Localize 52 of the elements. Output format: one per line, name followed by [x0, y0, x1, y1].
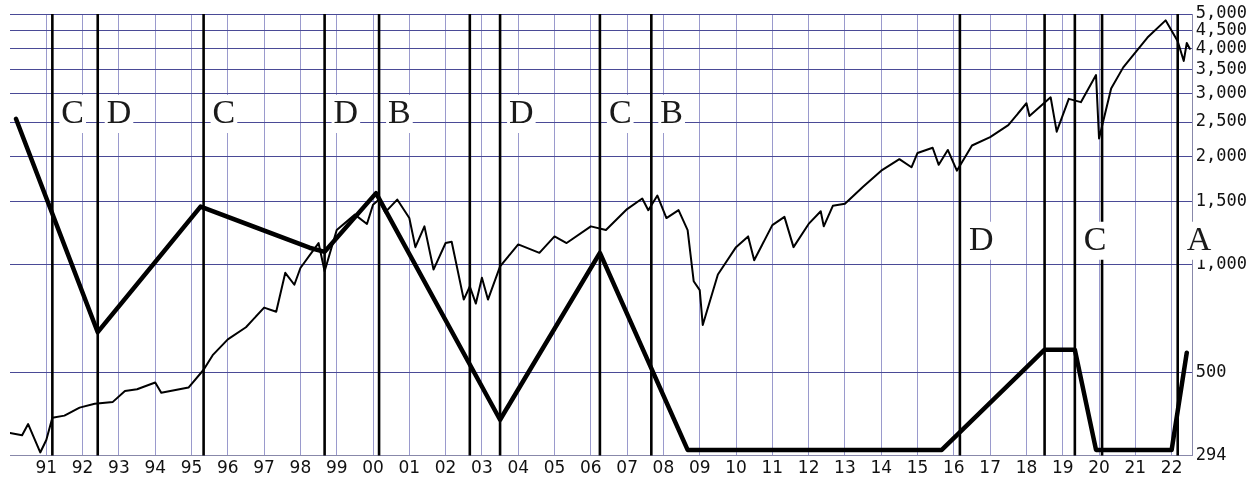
ref-line-label: D: [333, 92, 359, 130]
x-tick-label: 16: [943, 457, 965, 478]
y-tick-label: 1,500: [1195, 190, 1248, 211]
x-tick-label: 93: [108, 457, 130, 478]
x-tick-label: 05: [543, 457, 566, 478]
x-tick-label: 99: [325, 457, 348, 478]
x-tick-label: 04: [507, 457, 530, 478]
x-tick-label: 08: [652, 457, 675, 478]
x-tick-label: 06: [580, 457, 602, 478]
ref-line-label: A: [1186, 219, 1212, 257]
y-tick-label: 3,000: [1195, 82, 1248, 103]
x-tick-label: 10: [725, 457, 747, 478]
x-tick-label: 94: [144, 457, 167, 478]
y-tick-label: 2,000: [1195, 145, 1248, 166]
x-tick-label: 02: [434, 457, 457, 478]
ref-line-label: B: [388, 92, 411, 130]
ref-line-label: C: [1083, 219, 1107, 257]
x-tick-label: 07: [616, 457, 638, 478]
ref-line-label: D: [106, 92, 132, 130]
y-tick-label: 500: [1195, 361, 1227, 382]
x-tick-label: 15: [906, 457, 929, 478]
x-tick-label: 17: [979, 457, 1001, 478]
ref-line-label: C: [212, 92, 236, 130]
x-tick-label: 09: [688, 457, 711, 478]
ref-line-label: C: [608, 92, 632, 130]
y-tick-label: 2,500: [1195, 110, 1248, 131]
x-tick-label: 12: [797, 457, 820, 478]
ref-line-label: D: [968, 219, 994, 257]
x-tick-label: 21: [1124, 457, 1147, 478]
x-tick-label: 20: [1088, 457, 1110, 478]
ref-line-label: C: [61, 92, 85, 130]
x-tick-label: 92: [71, 457, 94, 478]
y-tick-label: 4,000: [1195, 37, 1248, 58]
x-tick-label: 13: [834, 457, 856, 478]
x-tick-label: 22: [1160, 457, 1183, 478]
ref-line-label: B: [660, 92, 684, 130]
y-tick-label: 294: [1195, 444, 1227, 465]
x-tick-label: 03: [471, 457, 493, 478]
x-tick-label: 11: [761, 457, 784, 478]
x-tick-label: 19: [1051, 457, 1074, 478]
x-tick-label: 97: [253, 457, 275, 478]
y-tick-label: 5,000: [1195, 2, 1248, 23]
x-tick-label: 98: [289, 457, 312, 478]
x-tick-label: 00: [362, 457, 384, 478]
x-tick-label: 96: [216, 457, 239, 478]
x-tick-label: 18: [1015, 457, 1038, 478]
x-tick-label: 01: [398, 457, 421, 478]
x-tick-label: 14: [870, 457, 893, 478]
x-tick-label: 91: [35, 457, 58, 478]
ref-line-label: D: [509, 92, 534, 130]
x-tick-label: 95: [180, 457, 203, 478]
y-tick-label: 3,500: [1195, 58, 1248, 79]
